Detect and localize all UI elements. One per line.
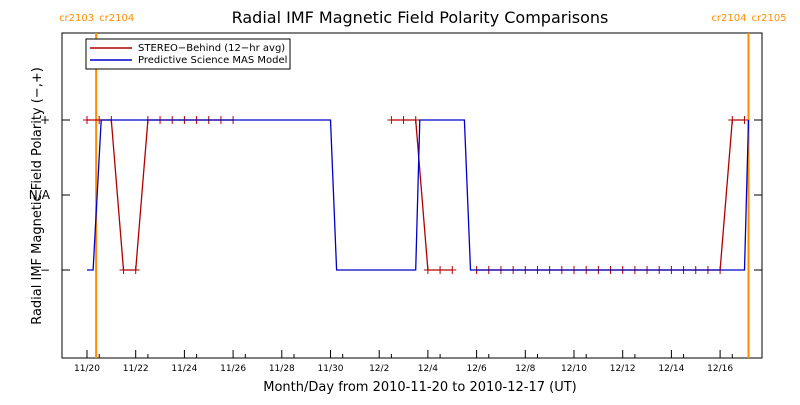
x-tick-label: 12/2 [369,364,389,374]
x-tick-label: 12/6 [466,364,486,374]
y-tick-label: − [40,263,50,277]
rotation-label-before: cr2103 [59,13,94,24]
y-tick-label: N/A [29,188,51,202]
carrington-rotation-markers: cr2103 cr2104 cr2104 cr2105 [59,13,787,358]
x-tick-label: 11/30 [318,364,344,374]
x-axis-ticks: 11/20 11/22 11/24 11/26 11/28 11/30 12/2 12/4 12… [74,350,733,374]
series-layer [83,116,750,274]
x-tick-label: 11/28 [269,364,295,374]
series-line-0 [87,119,234,271]
x-tick-label: 11/26 [220,364,246,374]
x-tick-label: 12/10 [561,364,587,374]
chart-title: Radial IMF Magnetic Field Polarity Compa… [232,8,609,27]
x-tick-label: 11/24 [171,364,197,374]
series-line-0 [476,119,745,271]
legend-label-model: Predictive Science MAS Model [138,55,287,66]
x-tick-label: 12/14 [658,364,684,374]
x-tick-label: 11/20 [74,364,100,374]
rotation-label-after: cr2105 [752,13,787,24]
rotation-label-before: cr2104 [711,13,746,24]
rotation-label-after: cr2104 [99,13,134,24]
legend: STEREO−Behind (12−hr avg) Predictive Sci… [85,38,291,70]
x-tick-label: 11/22 [123,364,149,374]
series-line-1 [87,119,750,271]
x-tick-label: 12/16 [707,364,733,374]
x-tick-label: 12/8 [515,364,535,374]
legend-label-stereo: STEREO−Behind (12−hr avg) [138,43,285,54]
y-axis-label: Radial IMF Magnetic Field Polarity (−,+) [30,67,45,325]
y-axis-ticks: + N/A − [29,113,762,277]
x-tick-label: 12/12 [610,364,636,374]
y-tick-label: + [40,113,50,127]
x-tick-label: 12/4 [418,364,438,374]
legend-box [85,38,291,70]
plot-frame [61,32,763,359]
series-line-0 [391,119,453,271]
x-axis-label: Month/Day from 2010-11-20 to 2010-12-17 … [263,380,576,395]
